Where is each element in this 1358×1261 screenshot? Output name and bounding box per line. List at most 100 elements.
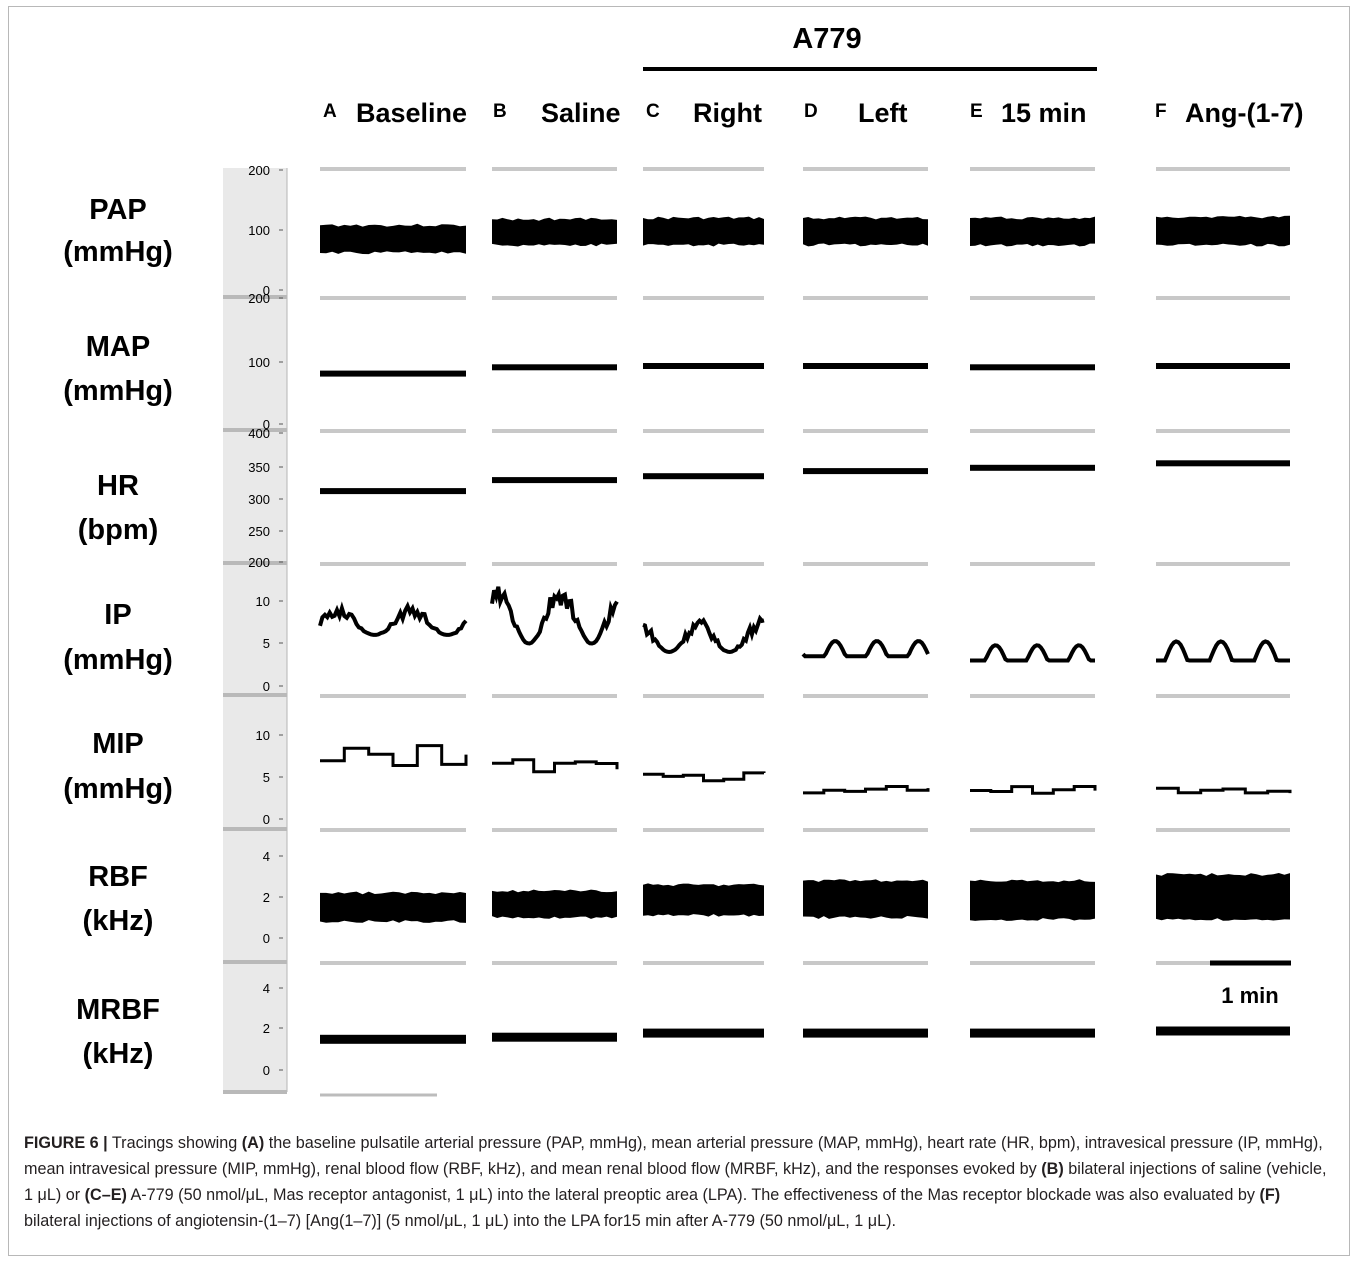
trace-band-rbf-f: [1156, 873, 1290, 921]
trace-band-rbf-c: [643, 883, 764, 917]
axis-divider: [223, 295, 287, 299]
caption-text: bilateral injections of angiotensin-(1–7…: [24, 1212, 897, 1230]
trace-ip-d: [801, 639, 930, 659]
tick-label: 400: [248, 426, 270, 441]
row-unit: (kHz): [83, 1038, 154, 1070]
row-name: RBF: [88, 861, 148, 893]
tick-label: 0: [263, 812, 270, 827]
caption-panel-ref: (F): [1259, 1186, 1281, 1204]
row-unit: (kHz): [83, 905, 154, 937]
tick-label: 100: [248, 355, 270, 370]
trace-hr-a: [320, 488, 466, 495]
panel-label: Ang-(1-7): [1185, 98, 1303, 128]
axis-divider: [223, 960, 287, 964]
trace-map-a: [320, 370, 466, 377]
trace-mip-d: [803, 785, 930, 795]
figure-label: FIGURE 6 |: [24, 1134, 108, 1152]
figure-frame: [8, 6, 1350, 1256]
panel-headers: A779 A Baseline B Saline C Right D Left E 15 min F A…: [323, 23, 1303, 128]
tick-label: 4: [263, 849, 270, 864]
row-labels: PAP (mmHg) MAP (mmHg) HR (bpm) IP (mmHg) MIP (mmH…: [63, 194, 173, 1070]
row-unit: (mmHg): [63, 773, 173, 805]
trace-hr-d: [803, 468, 928, 475]
tick-label: 200: [248, 163, 270, 178]
panel-label: Left: [858, 98, 908, 128]
panel-label: 15 min: [1001, 98, 1087, 128]
tick-label: 300: [248, 492, 270, 507]
tick-labels: 2001000200100040035030025020010501050420…: [248, 163, 283, 1078]
trace-mrbf-c: [643, 1028, 764, 1038]
axis-divider: [223, 428, 287, 432]
trace-band-rbf-b: [492, 889, 617, 919]
trace-map-f: [1156, 363, 1290, 369]
group-label: A779: [792, 23, 861, 55]
tick-label: 100: [248, 223, 270, 238]
trace-mip-e: [970, 785, 1097, 795]
tick-label: 5: [263, 636, 270, 651]
trace-hr-c: [643, 473, 764, 480]
tick-label: 4: [263, 981, 270, 996]
axis-divider: [223, 561, 287, 565]
trace-hr-f: [1156, 460, 1290, 467]
caption-panel-ref: (B): [1041, 1160, 1064, 1178]
trace-mrbf-e: [970, 1028, 1095, 1038]
panel-letter: C: [646, 101, 660, 122]
tick-label: 0: [263, 1063, 270, 1078]
tick-label: 10: [256, 594, 270, 609]
tick-label: 200: [248, 555, 270, 570]
trace-map-b: [492, 364, 617, 371]
trace-ip-e: [970, 643, 1095, 663]
trace-mip-c: [643, 771, 766, 783]
trace-band-rbf-e: [970, 879, 1095, 921]
caption-text: Tracings showing: [107, 1134, 242, 1152]
tick-label: 0: [263, 679, 270, 694]
tick-label: 10: [256, 728, 270, 743]
trace-band-pap-c: [643, 216, 764, 247]
tick-label: 2: [263, 1021, 270, 1036]
trace-mrbf-b: [492, 1032, 617, 1042]
panel-letter: F: [1155, 101, 1167, 122]
row-name: MAP: [86, 331, 150, 363]
row-unit: (mmHg): [63, 236, 173, 268]
trace-mrbf-d: [803, 1028, 928, 1038]
row-name: IP: [104, 599, 131, 631]
row-unit: (mmHg): [63, 375, 173, 407]
trace-band-pap-d: [803, 216, 928, 247]
trace-band-rbf-a: [320, 891, 466, 923]
trace-band-pap-f: [1156, 215, 1290, 247]
panel-letter: E: [970, 101, 983, 122]
panel-letter: D: [804, 101, 818, 122]
trace-band-rbf-d: [803, 879, 928, 919]
tick-label: 250: [248, 524, 270, 539]
axis-divider: [223, 1090, 287, 1094]
trace-map-e: [970, 364, 1095, 371]
row-name: HR: [97, 470, 139, 502]
panel-label: Right: [693, 98, 762, 128]
figure-caption: FIGURE 6 | Tracings showing (A) the base…: [24, 1130, 1334, 1234]
trace-ip-f: [1156, 639, 1290, 663]
caption-text: the baseline pulsatile arterial pressure…: [24, 1134, 1323, 1178]
row-name: MIP: [92, 728, 144, 760]
trace-band-pap-b: [492, 217, 617, 247]
caption-panel-ref: (A): [241, 1134, 265, 1152]
tick-label: 200: [248, 291, 270, 306]
trace-band-pap-e: [970, 216, 1095, 247]
tick-label: 2: [263, 890, 270, 905]
caption-text: bilateral injections of saline (vehicle,…: [24, 1160, 1327, 1204]
tracings: [318, 167, 1292, 1044]
row-name: MRBF: [76, 994, 160, 1026]
panel-label: Baseline: [356, 98, 467, 128]
panel-letter: A: [323, 101, 337, 122]
tick-label: 0: [263, 283, 270, 298]
scale-bar: 1 min: [1156, 960, 1291, 1008]
panel-letter: B: [493, 101, 507, 122]
trace-mrbf-f: [1156, 1026, 1290, 1036]
trace-ip-c: [642, 614, 765, 655]
caption-body: Tracings showing (A) the baseline pulsat…: [24, 1134, 1326, 1230]
trace-ip-b: [490, 586, 619, 646]
row-unit: (bpm): [78, 514, 159, 546]
trace-map-c: [643, 363, 764, 369]
axis-divider: [223, 693, 287, 697]
tick-label: 350: [248, 460, 270, 475]
trace-mrbf-a: [320, 1034, 466, 1044]
